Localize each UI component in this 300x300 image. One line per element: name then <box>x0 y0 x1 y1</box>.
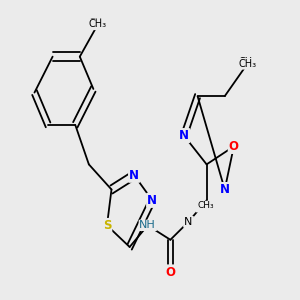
Text: NH: NH <box>140 220 156 230</box>
Text: O: O <box>229 140 239 153</box>
Text: S: S <box>103 219 111 232</box>
Text: N: N <box>179 129 189 142</box>
Text: CH₃: CH₃ <box>89 19 107 29</box>
Text: N: N <box>129 169 139 182</box>
Text: S: S <box>103 219 111 232</box>
Text: N: N <box>184 217 193 227</box>
Text: O: O <box>229 140 239 153</box>
Text: N: N <box>220 183 230 196</box>
Text: N: N <box>147 194 157 207</box>
Text: CH₃: CH₃ <box>89 17 107 28</box>
Text: CH₃: CH₃ <box>238 59 256 69</box>
Text: CH₃: CH₃ <box>197 201 214 210</box>
Text: O: O <box>165 266 176 279</box>
Text: N: N <box>147 194 157 207</box>
Text: O: O <box>165 266 176 279</box>
Text: N: N <box>184 217 193 227</box>
Text: CH₃: CH₃ <box>196 203 213 212</box>
Text: NH: NH <box>140 220 156 230</box>
Text: N: N <box>220 183 230 196</box>
Text: N: N <box>129 169 139 182</box>
Text: CH₃: CH₃ <box>238 57 256 67</box>
Text: N: N <box>179 129 189 142</box>
